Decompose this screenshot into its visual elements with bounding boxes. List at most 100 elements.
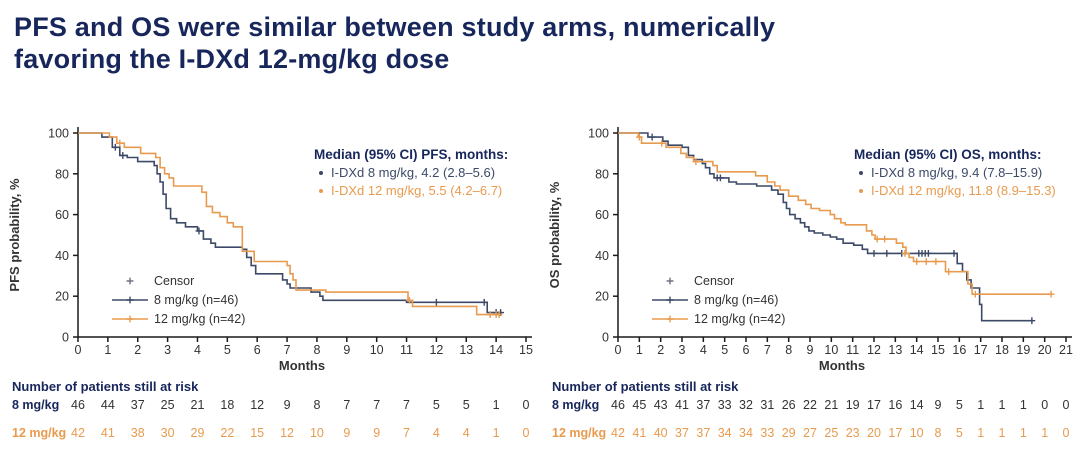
censor-mark bbox=[433, 298, 440, 306]
pfs-chart-panel: 0 20 40 60 80 100 0 1 2 3 4 5 6 7 8 9 10 11 12 13 14 15 Months… bbox=[0, 103, 540, 455]
x-tick-label: 5 bbox=[224, 343, 231, 357]
y-axis-title: OS probability, % bbox=[547, 181, 562, 288]
x-tick-label: 9 bbox=[807, 343, 814, 357]
at-risk-value: 7 bbox=[403, 426, 410, 440]
page-title: PFS and OS were similar between study ar… bbox=[14, 12, 994, 76]
x-tick-label: 17 bbox=[974, 343, 988, 357]
censor-marks-orange bbox=[116, 139, 503, 318]
at-risk-value: 19 bbox=[846, 398, 860, 412]
at-risk-heading: Number of patients still at risk bbox=[552, 379, 739, 394]
x-tick-label: 8 bbox=[785, 343, 792, 357]
series-legend-label: 12 mg/kg (n=42) bbox=[154, 312, 245, 326]
at-risk-value: 21 bbox=[824, 398, 838, 412]
censor-mark bbox=[717, 174, 724, 182]
at-risk-value: 37 bbox=[131, 398, 145, 412]
at-risk-value: 0 bbox=[523, 426, 530, 440]
bullet-icon bbox=[319, 189, 323, 193]
at-risk-value: 8 bbox=[313, 398, 320, 412]
x-tick-label: 21 bbox=[1059, 343, 1073, 357]
at-risk-value: 41 bbox=[632, 426, 646, 440]
series-legend-plus-icon bbox=[666, 296, 674, 304]
at-risk-row-label: 12 mg/kg bbox=[552, 426, 606, 440]
at-risk-value: 5 bbox=[433, 398, 440, 412]
at-risk-value: 7 bbox=[373, 398, 380, 412]
at-risk-row-8-mg-kg: 8 mg/kg 46 45 43 41 37 33 32 31 26 22 21 19 17 16 14 9 5 1… bbox=[552, 398, 1070, 412]
censor-mark bbox=[692, 158, 700, 165]
at-risk-row-8-mg-kg: 8 mg/kg 46 44 37 25 21 18 12 9 8 7 7 7 5 5 1 0 bbox=[12, 398, 530, 412]
x-tick-label: 4 bbox=[700, 343, 707, 357]
at-risk-value: 1 bbox=[1041, 426, 1048, 440]
x-tick-label: 18 bbox=[995, 343, 1009, 357]
y-tick-label: 20 bbox=[595, 290, 609, 304]
at-risk-value: 0 bbox=[1063, 398, 1070, 412]
x-tick-label: 15 bbox=[519, 343, 533, 357]
at-risk-value: 21 bbox=[191, 398, 205, 412]
series-legend-label: 12 mg/kg (n=42) bbox=[694, 312, 785, 326]
os-chart-panel: 0 20 40 60 80 100 0 1 2 3 4 5 6 7 8 9 10 11 12 13 14 15 16 17 18… bbox=[540, 103, 1080, 455]
at-risk-value: 37 bbox=[696, 398, 710, 412]
at-risk-value: 1 bbox=[977, 398, 984, 412]
at-risk-value: 27 bbox=[803, 426, 817, 440]
series-legend-plus-icon bbox=[126, 296, 134, 304]
at-risk-value: 41 bbox=[101, 426, 115, 440]
censor-mark bbox=[648, 133, 656, 141]
y-tick-label: 80 bbox=[55, 167, 69, 181]
series-legend-plus-icon bbox=[126, 315, 134, 323]
at-risk-value: 42 bbox=[611, 426, 625, 440]
censor-mark bbox=[116, 139, 124, 147]
at-risk-value: 37 bbox=[675, 426, 689, 440]
y-tick-label: 0 bbox=[602, 331, 609, 345]
page-title-line-1: PFS and OS were similar between study ar… bbox=[14, 12, 776, 42]
at-risk-row-label: 8 mg/kg bbox=[12, 398, 59, 412]
x-tick-label: 7 bbox=[284, 343, 291, 357]
y-tick-label: 40 bbox=[55, 249, 69, 263]
at-risk-value: 7 bbox=[343, 398, 350, 412]
at-risk-value: 8 bbox=[935, 426, 942, 440]
median-legend-header: Median (95% CI) PFS, months: bbox=[314, 147, 508, 162]
at-risk-value: 34 bbox=[718, 426, 732, 440]
at-risk-row-12-mg-kg: 12 mg/kg 42 41 40 37 37 34 34 33 29 27 25 23 20 17 10 8 5… bbox=[552, 426, 1070, 440]
x-tick-label: 8 bbox=[313, 343, 320, 357]
x-tick-label: 13 bbox=[888, 343, 902, 357]
at-risk-value: 20 bbox=[867, 426, 881, 440]
x-axis-title: Months bbox=[819, 358, 865, 373]
x-tick-label: 7 bbox=[764, 343, 771, 357]
censor-mark bbox=[873, 235, 881, 243]
x-tick-label: 16 bbox=[952, 343, 966, 357]
at-risk-value: 33 bbox=[760, 426, 774, 440]
at-risk-value: 7 bbox=[403, 398, 410, 412]
median-legend-item: I-DXd 8 mg/kg, 9.4 (7.8–15.9) bbox=[871, 165, 1042, 180]
at-risk-value: 26 bbox=[782, 398, 796, 412]
at-risk-value: 37 bbox=[696, 426, 710, 440]
x-tick-label: 15 bbox=[931, 343, 945, 357]
censor-mark bbox=[925, 249, 932, 257]
censor-marks-orange bbox=[635, 133, 1055, 298]
at-risk-value: 10 bbox=[910, 426, 924, 440]
censor-mark bbox=[971, 290, 979, 298]
at-risk-value: 42 bbox=[71, 426, 85, 440]
bullet-icon bbox=[859, 189, 863, 193]
x-tick-label: 4 bbox=[194, 343, 201, 357]
x-tick-label: 6 bbox=[254, 343, 261, 357]
x-tick-label: 10 bbox=[824, 343, 838, 357]
censor-mark bbox=[1047, 290, 1055, 298]
censor-legend-icon bbox=[126, 277, 134, 285]
censor-mark bbox=[870, 249, 878, 257]
median-legend-item: I-DXd 12 mg/kg, 11.8 (8.9–15.3) bbox=[871, 183, 1056, 198]
censor-legend-label: Censor bbox=[694, 274, 734, 288]
at-risk-value: 33 bbox=[718, 398, 732, 412]
y-axis-title: PFS probability, % bbox=[7, 178, 22, 292]
x-tick-label: 5 bbox=[721, 343, 728, 357]
x-tick-label: 20 bbox=[1038, 343, 1052, 357]
at-risk-value: 45 bbox=[632, 398, 646, 412]
x-tick-label: 1 bbox=[104, 343, 111, 357]
at-risk-value: 0 bbox=[1063, 426, 1070, 440]
at-risk-value: 4 bbox=[433, 426, 440, 440]
at-risk-row-label: 12 mg/kg bbox=[12, 426, 66, 440]
x-tick-label: 14 bbox=[910, 343, 924, 357]
x-tick-label: 3 bbox=[679, 343, 686, 357]
at-risk-value: 22 bbox=[220, 426, 234, 440]
at-risk-value: 0 bbox=[523, 398, 530, 412]
at-risk-value: 32 bbox=[739, 398, 753, 412]
